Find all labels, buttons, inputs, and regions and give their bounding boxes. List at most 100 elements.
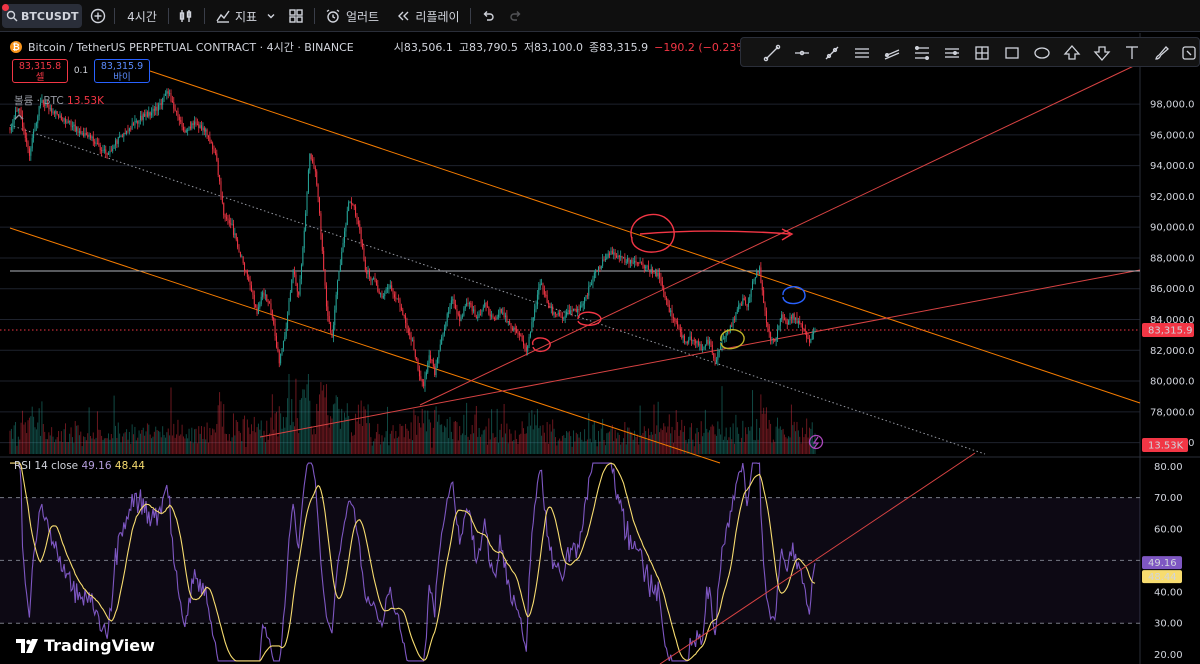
volume-bar: [370, 437, 372, 454]
symbol-title[interactable]: Bitcoin / TetherUS PERPETUAL CONTRACT · …: [28, 41, 354, 54]
undo-button[interactable]: [478, 4, 498, 28]
candle-body: [707, 339, 709, 344]
chart-area[interactable]: 98,000.0 96,000.0 94,000.0 92,000.0 90,000.0…: [0, 33, 1200, 664]
volume-bar: [471, 425, 473, 454]
indicators-dropdown-button[interactable]: [264, 4, 278, 28]
volume-bar: [206, 422, 208, 454]
candle-body: [99, 145, 101, 151]
volume-bar: [629, 431, 631, 454]
candle-body: [455, 304, 457, 309]
volume-bar: [255, 432, 257, 454]
compare-symbol-button[interactable]: [88, 4, 108, 28]
candle-body: [303, 230, 305, 249]
volume-bar: [27, 420, 29, 454]
price-axis[interactable]: 98,000.0 96,000.0 94,000.0 92,000.0 90,000.0…: [1142, 100, 1195, 452]
volume-bar: [599, 441, 601, 454]
volume-bar: [338, 408, 340, 454]
volume-bar: [388, 445, 390, 454]
volume-bar: [176, 434, 178, 454]
volume-bar: [325, 384, 327, 454]
ray-tool-button[interactable]: [821, 42, 843, 64]
volume-bar: [436, 421, 438, 454]
rsi-axis-label: 20.00: [1154, 650, 1183, 661]
chart-type-button[interactable]: [176, 4, 196, 28]
volume-bar: [702, 436, 704, 454]
volume-bar: [448, 438, 450, 454]
volume-bar: [427, 410, 429, 454]
candle-body: [695, 340, 697, 344]
volume-bar: [743, 442, 745, 454]
candle-body: [388, 287, 390, 289]
symbol-search-button[interactable]: BTCUSDT: [2, 4, 82, 28]
volume-bar: [213, 429, 215, 454]
rsi-axis[interactable]: 80.00 70.00 60.00 40.00 30.00 20.00 49.16 48.44: [1142, 462, 1183, 661]
tradingview-logo[interactable]: TradingView: [16, 636, 155, 655]
candle-body: [722, 338, 724, 340]
top-toolbar: BTCUSDT 4시간 지표 얼러트 리플레이: [0, 0, 1200, 32]
volume-bar: [745, 427, 747, 454]
candle-body: [668, 304, 670, 313]
candle-body: [223, 202, 225, 216]
volume-bar: [145, 431, 147, 454]
indicators-button[interactable]: 지표: [212, 4, 260, 28]
candle-body: [418, 370, 420, 377]
volume-bar: [550, 431, 552, 454]
candle-body: [745, 300, 747, 305]
rsi-ma-line: [10, 462, 816, 662]
rectangle-tool-button[interactable]: [1001, 42, 1023, 64]
crosshair-box-tool-button[interactable]: [971, 42, 993, 64]
candle-body: [650, 268, 652, 273]
rsi-ma-label: 48.44: [1148, 572, 1177, 583]
volume-bar: [685, 439, 687, 454]
regression-tool-button[interactable]: [881, 42, 903, 64]
volume-bar: [371, 445, 373, 454]
volume-bar: [423, 423, 425, 454]
arrow-down-tool-button[interactable]: [1091, 42, 1113, 64]
candle-body: [503, 312, 505, 318]
volume-bar: [514, 430, 516, 454]
horizontal-ray-tool-button[interactable]: [791, 42, 813, 64]
candle-body: [790, 316, 792, 319]
indicator-fx-icon: [216, 10, 230, 23]
volume-bar: [133, 434, 135, 454]
redo-button[interactable]: [506, 4, 526, 28]
rsi-axis-label: 40.00: [1154, 587, 1183, 598]
candle-body: [345, 225, 347, 232]
alert-button[interactable]: 얼러트: [322, 4, 382, 28]
parallel-channel-tool-button[interactable]: [851, 42, 873, 64]
volume-bar: [597, 430, 599, 454]
volume-bar: [292, 421, 294, 454]
price-axis-label: 96,000.0: [1150, 130, 1195, 141]
trendline-tool-button[interactable]: [761, 42, 783, 64]
interval-button[interactable]: 4시간: [122, 4, 162, 28]
channel-upper-line: [149, 70, 1141, 404]
brush-tool-button[interactable]: [1151, 42, 1173, 64]
volume-bar: [768, 419, 770, 454]
text-tool-button[interactable]: [1121, 42, 1143, 64]
volume-bar: [666, 432, 667, 454]
candle-body: [678, 326, 680, 330]
volume-bar: [450, 431, 452, 454]
volume-bar: [202, 438, 204, 454]
candle-body: [366, 270, 368, 275]
volume-bar: [459, 426, 461, 454]
legend-collapse-chevron-icon[interactable]: [14, 113, 26, 123]
candle-body: [342, 242, 344, 252]
fib-channel-tool-button[interactable]: [941, 42, 963, 64]
sell-button[interactable]: 83,315.8 셀: [12, 59, 68, 83]
volume-bar: [231, 437, 233, 454]
candle-body: [277, 347, 279, 351]
candle-body: [639, 262, 641, 264]
ellipse-tool-button[interactable]: [1031, 42, 1053, 64]
volume-bar: [613, 441, 615, 454]
buy-button[interactable]: 83,315.9 바이: [94, 59, 150, 83]
chart-canvas[interactable]: 98,000.0 96,000.0 94,000.0 92,000.0 90,000.0…: [0, 33, 1200, 664]
replay-button[interactable]: 리플레이: [392, 4, 464, 28]
candle-body: [685, 342, 687, 344]
drawing-toolbar-menu-button[interactable]: [1181, 42, 1197, 64]
arrow-up-tool-button[interactable]: [1061, 42, 1083, 64]
candle-body: [713, 352, 715, 359]
fib-retracement-tool-button[interactable]: [911, 42, 933, 64]
volume-bar: [216, 424, 218, 454]
layouts-button[interactable]: [286, 4, 306, 28]
